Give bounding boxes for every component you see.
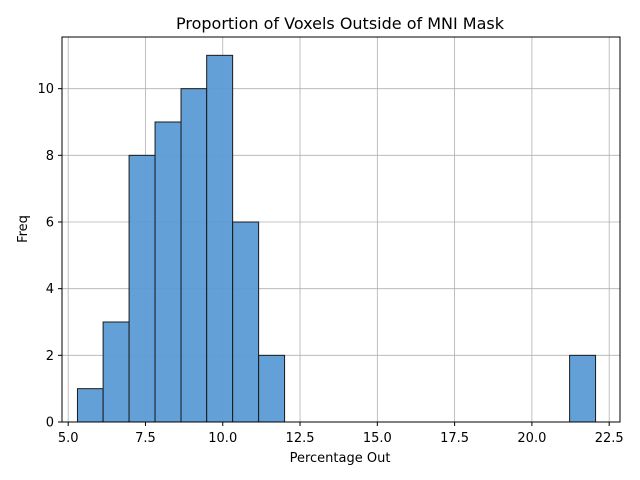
y-tick-label: 10 bbox=[37, 82, 54, 97]
histogram-bar bbox=[102, 321, 130, 423]
chart-title: Proportion of Voxels Outside of MNI Mask bbox=[176, 14, 505, 33]
histogram-bar bbox=[154, 121, 182, 423]
x-tick-label: 15.0 bbox=[363, 431, 392, 446]
histogram-bar bbox=[76, 388, 104, 423]
histogram-bar bbox=[128, 154, 156, 423]
x-axis-ticks: 5.0 7.5 10.0 12.5 15.0 17.5 20.0 22.5 bbox=[58, 422, 624, 446]
y-tick-label: 4 bbox=[46, 282, 54, 297]
y-tick-label: 6 bbox=[46, 216, 54, 231]
y-axis-label: Freq bbox=[16, 215, 31, 243]
histogram-bar bbox=[180, 88, 208, 423]
y-tick-label: 2 bbox=[46, 349, 54, 364]
histogram-bar bbox=[258, 354, 286, 423]
x-tick-label: 7.5 bbox=[135, 431, 156, 446]
x-tick-label: 22.5 bbox=[595, 431, 624, 446]
x-axis-label: Percentage Out bbox=[290, 451, 391, 466]
x-tick-label: 17.5 bbox=[440, 431, 469, 446]
histogram-bar bbox=[569, 354, 597, 423]
x-tick-label: 10.0 bbox=[208, 431, 237, 446]
histogram-bar bbox=[232, 221, 260, 423]
x-tick-label: 12.5 bbox=[286, 431, 315, 446]
y-axis-ticks: 0 2 4 6 8 10 bbox=[37, 82, 62, 431]
histogram-bar bbox=[206, 54, 234, 423]
histogram-bars bbox=[76, 54, 597, 423]
y-tick-label: 8 bbox=[46, 149, 54, 164]
plot-frame bbox=[61, 36, 621, 423]
x-tick-label: 20.0 bbox=[517, 431, 546, 446]
x-tick-label: 5.0 bbox=[58, 431, 79, 446]
y-tick-label: 0 bbox=[46, 416, 54, 431]
